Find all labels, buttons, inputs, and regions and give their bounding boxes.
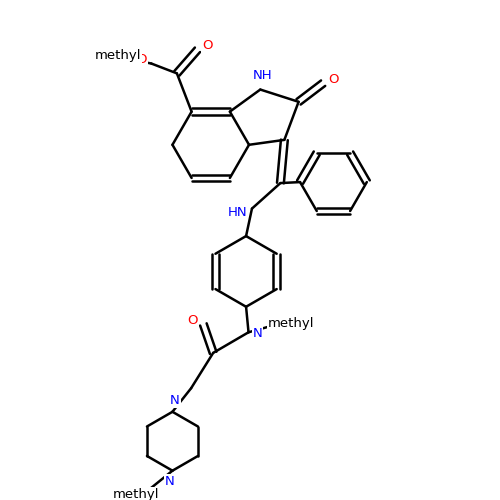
Text: N: N — [170, 394, 180, 407]
Text: O: O — [328, 72, 339, 86]
Text: methyl: methyl — [113, 488, 160, 500]
Text: methyl: methyl — [268, 317, 314, 330]
Text: N: N — [165, 475, 175, 488]
Text: HN: HN — [228, 206, 247, 219]
Text: N: N — [252, 327, 262, 340]
Text: methyl: methyl — [94, 49, 141, 62]
Text: O: O — [136, 53, 147, 66]
Text: O: O — [202, 40, 212, 52]
Text: NH: NH — [253, 70, 272, 82]
Text: O: O — [188, 314, 198, 327]
